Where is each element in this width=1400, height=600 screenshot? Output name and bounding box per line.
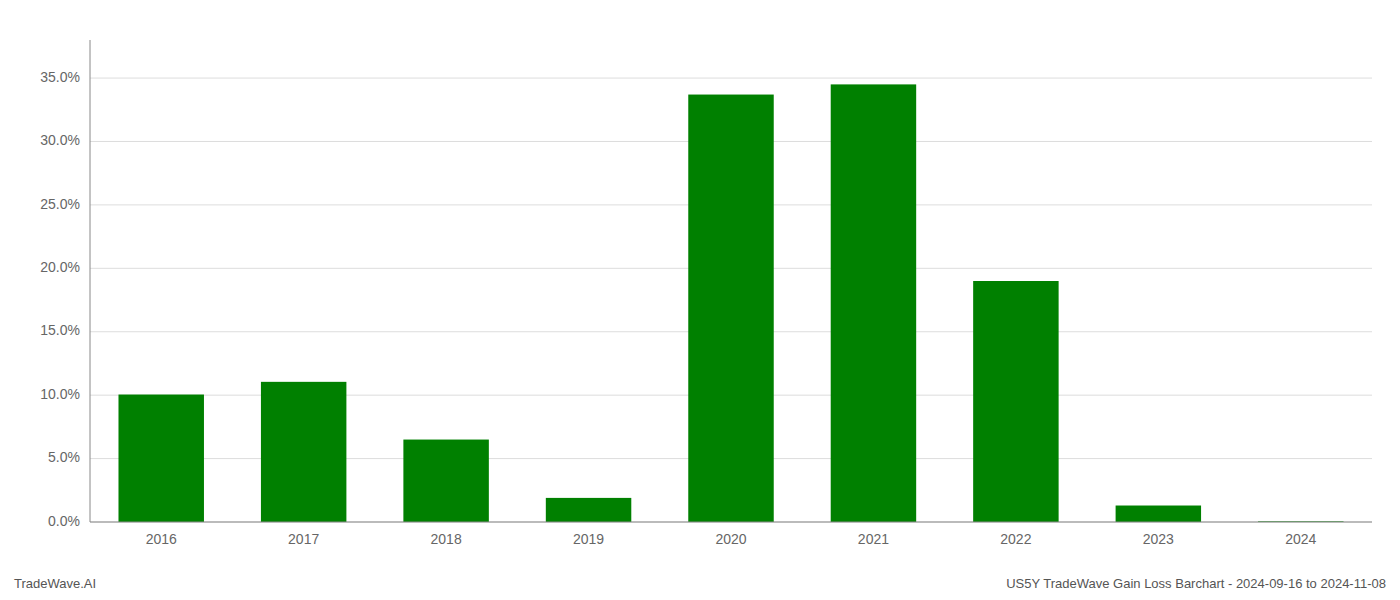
footer-text: US5Y TradeWave Gain Loss Barchart - 2024… xyxy=(1006,576,1386,591)
x-tick-label: 2022 xyxy=(1000,531,1031,547)
bar xyxy=(546,498,631,522)
bar xyxy=(118,395,203,522)
bar xyxy=(403,440,488,522)
x-tick-label: 2021 xyxy=(858,531,889,547)
y-tick-label: 15.0% xyxy=(40,322,80,338)
chart: 0.0% 5.0% 10.0% 15.0% 20.0% 25.0% 30.0% 35.0% 20… xyxy=(0,0,1400,600)
x-tick-label: 2018 xyxy=(431,531,462,547)
grid-line xyxy=(90,522,1372,523)
x-tick-label: 2020 xyxy=(715,531,746,547)
chart-container: 0.0% 5.0% 10.0% 15.0% 20.0% 25.0% 30.0% 35.0% 20… xyxy=(0,0,1400,600)
x-tick-label: 2016 xyxy=(146,531,177,547)
page: {"chart_data": {"type": "bar", "categori… xyxy=(0,0,1400,600)
bar xyxy=(1116,506,1201,522)
y-axis-line xyxy=(90,40,91,522)
y-tick-label: 30.0% xyxy=(40,132,80,148)
y-tick-label: 0.0% xyxy=(48,513,80,529)
footer-text: TradeWave.AI xyxy=(14,576,96,591)
y-tick-label: 20.0% xyxy=(40,259,80,275)
bar xyxy=(831,84,916,522)
bar xyxy=(261,382,346,522)
x-axis-line xyxy=(90,522,1372,523)
bar xyxy=(973,281,1058,522)
x-tick-label: 2024 xyxy=(1285,531,1316,547)
y-tick-label: 25.0% xyxy=(40,196,80,212)
x-tick-label: 2017 xyxy=(288,531,319,547)
x-tick-label: 2019 xyxy=(573,531,604,547)
y-tick-label: 10.0% xyxy=(40,386,80,402)
grid-line xyxy=(90,78,1372,79)
y-grid xyxy=(90,78,1372,522)
bars xyxy=(118,84,1343,522)
y-tick-label: 5.0% xyxy=(48,449,80,465)
bar xyxy=(688,95,773,522)
x-tick-label: 2023 xyxy=(1143,531,1174,547)
y-tick-label: 35.0% xyxy=(40,69,80,85)
